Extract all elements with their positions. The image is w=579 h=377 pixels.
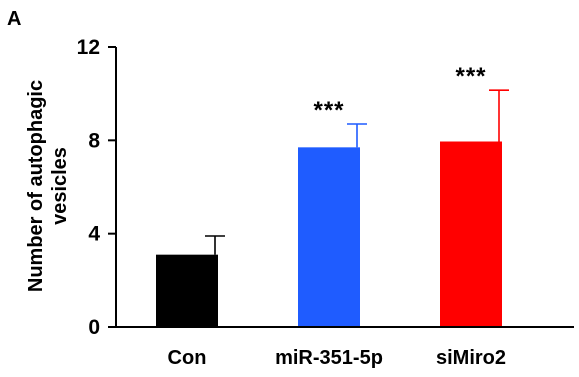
bar-simiro2 bbox=[440, 141, 502, 327]
y-tick-label: 12 bbox=[77, 36, 100, 59]
x-category-label: miR-351-5p bbox=[275, 347, 383, 369]
x-category-label: Con bbox=[168, 347, 207, 369]
y-axis-title: Number of autophagic vesicles bbox=[25, 80, 71, 292]
significance-label: *** bbox=[455, 63, 486, 90]
bar-mir-351-5p bbox=[298, 147, 360, 327]
x-category-label: siMiro2 bbox=[436, 347, 506, 369]
x-axis-categories: Con miR-351-5p siMiro2 bbox=[168, 347, 506, 369]
bar-con bbox=[156, 254, 218, 327]
y-tick-label: 0 bbox=[88, 316, 100, 339]
y-tick-label: 4 bbox=[88, 223, 100, 246]
error-bars bbox=[205, 89, 509, 255]
y-axis-title-line-1: Number of autophagic bbox=[25, 80, 47, 292]
significance-label: *** bbox=[313, 97, 344, 124]
y-axis-ticks: 0 4 8 12 bbox=[77, 36, 116, 339]
bars bbox=[156, 141, 502, 327]
y-tick-label: 8 bbox=[88, 129, 100, 152]
significance-marks: *** *** bbox=[313, 63, 486, 124]
y-axis-title-line-2: vesicles bbox=[49, 147, 71, 225]
panel-label: A bbox=[7, 8, 21, 30]
